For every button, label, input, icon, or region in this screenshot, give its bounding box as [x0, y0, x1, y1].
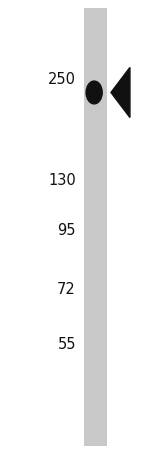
- Polygon shape: [111, 68, 130, 118]
- Text: 250: 250: [48, 72, 76, 87]
- Text: 95: 95: [57, 222, 76, 237]
- Text: 55: 55: [57, 336, 76, 351]
- Text: 130: 130: [48, 172, 76, 187]
- Text: 72: 72: [57, 282, 76, 296]
- Ellipse shape: [86, 82, 102, 105]
- Bar: [84, 9, 107, 446]
